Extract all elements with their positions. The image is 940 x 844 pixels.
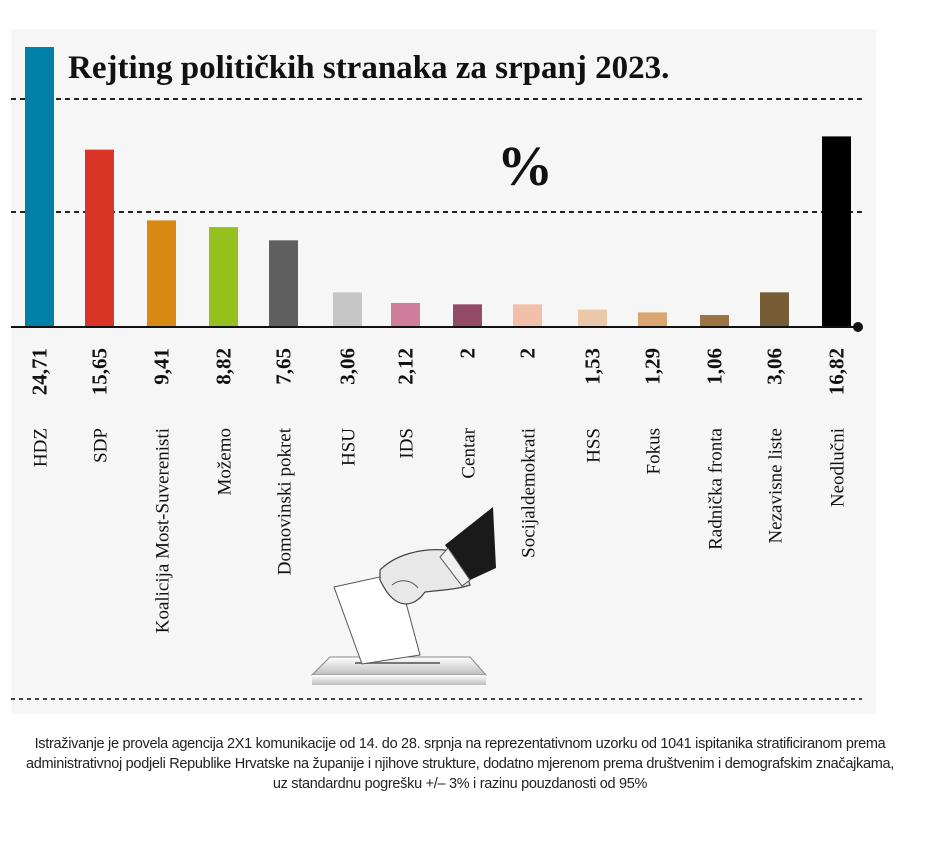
category-label-fokus: Fokus (644, 428, 665, 474)
bar-mozemo (209, 227, 238, 327)
value-label-hdz: 24,71 (28, 348, 52, 395)
axis-end-dot (853, 322, 863, 332)
bar-hdz (25, 47, 54, 327)
value-label-radnicka-fronta: 1,06 (703, 348, 727, 385)
value-label-nezavisne-liste: 3,06 (763, 348, 787, 385)
value-label-domovinski-pokret: 7,65 (272, 348, 296, 385)
category-label-hss: HSS (584, 428, 605, 463)
value-label-sdp: 15,65 (88, 348, 112, 395)
bar-fokus (638, 312, 667, 327)
bar-socijaldemokrati (513, 304, 542, 327)
category-label-ids: IDS (397, 428, 418, 459)
bar-neodlucni (822, 136, 851, 327)
category-label-domovinski-pokret: Domovinski pokret (275, 427, 296, 575)
value-label-fokus: 1,29 (641, 348, 665, 385)
bar-hsu (333, 292, 362, 327)
value-label-neodlucni: 16,82 (825, 348, 849, 395)
bar-hss (578, 309, 607, 327)
labels-group: 24,71 HDZ 15,65 SDP 9,41 Koalicija Most-Suver… (28, 348, 849, 633)
category-label-koalicija-most-suverenisti: Koalicija Most-Suverenisti (153, 428, 174, 633)
category-label-hdz: HDZ (31, 428, 52, 467)
value-label-ids: 2,12 (394, 348, 418, 385)
bar-ids (391, 302, 420, 327)
category-label-radnicka-fronta: Radnička fronta (706, 427, 727, 549)
category-label-neodlucni: Neodlučni (828, 428, 849, 507)
value-label-hss: 1,53 (581, 348, 605, 385)
category-label-socijaldemokrati: Socijaldemokrati (519, 428, 540, 558)
value-label-mozemo: 8,82 (212, 348, 236, 385)
bars-group (25, 47, 851, 327)
bar-koalicija-most-suverenisti (147, 220, 176, 327)
category-label-nezavisne-liste: Nezavisne liste (766, 428, 787, 544)
survey-methodology-note: Istraživanje je provela agencija 2X1 kom… (26, 736, 894, 792)
bar-sdp (85, 149, 114, 327)
bar-nezavisne-liste (760, 292, 789, 327)
unit-percent-label: % (497, 136, 553, 198)
category-label-hsu: HSU (339, 428, 360, 466)
chart-panel (11, 29, 876, 714)
value-label-koalicija-most-suverenisti: 9,41 (150, 348, 174, 385)
value-label-socijaldemokrati: 2 (516, 348, 540, 359)
chart-title: Rejting političkih stranaka za srpanj 20… (68, 50, 669, 86)
bar-domovinski-pokret (269, 240, 298, 327)
value-label-centar: 2 (456, 348, 480, 359)
category-label-mozemo: Možemo (215, 428, 236, 496)
value-label-hsu: 3,06 (336, 348, 360, 385)
bar-centar (453, 304, 482, 327)
bar-radnicka-fronta (700, 314, 729, 327)
category-label-sdp: SDP (91, 428, 112, 463)
ballot-box-hand-icon (310, 507, 496, 685)
category-label-centar: Centar (459, 427, 480, 478)
